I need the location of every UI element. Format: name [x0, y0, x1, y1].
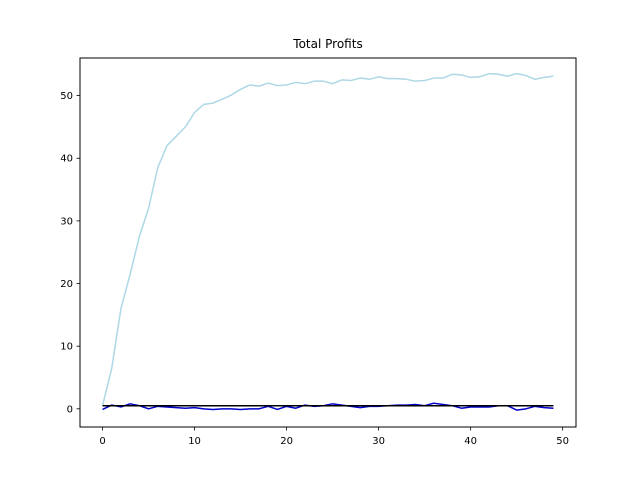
x-tick-label: 20 [280, 436, 293, 447]
plot-frame [79, 57, 577, 428]
chart-title: Total Profits [292, 37, 362, 51]
y-tick-label: 40 [60, 154, 73, 165]
x-axis: 0 10 20 30 40 50 [99, 427, 569, 447]
x-tick-label: 10 [188, 436, 201, 447]
series-layer [101, 72, 554, 411]
y-tick-label: 0 [67, 404, 73, 415]
y-tick-label: 10 [60, 342, 73, 353]
y-tick-label: 20 [60, 279, 73, 290]
y-axis: 0 10 20 30 40 50 [60, 91, 80, 415]
series-line-2 [102, 402, 554, 411]
x-tick-label: 40 [464, 436, 477, 447]
x-tick-label: 50 [556, 436, 569, 447]
series-line-1 [101, 72, 554, 406]
x-tick-label: 30 [372, 436, 385, 447]
x-tick-label: 0 [99, 436, 105, 447]
y-tick-label: 50 [60, 91, 73, 102]
y-tick-label: 30 [60, 216, 73, 227]
